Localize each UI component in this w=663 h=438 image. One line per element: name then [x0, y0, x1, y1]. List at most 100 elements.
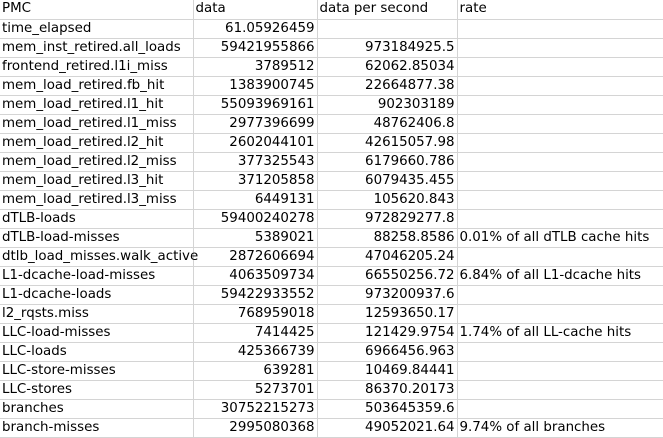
cell-rate[interactable] — [457, 209, 663, 229]
cell-data[interactable]: 5389021 — [193, 228, 318, 248]
cell-data-per-second[interactable]: 48762406.8 — [317, 114, 458, 134]
cell-data[interactable]: 3789512 — [193, 57, 318, 77]
cell-pmc[interactable]: L1-dcache-load-misses — [0, 266, 194, 286]
cell-data[interactable]: 768959018 — [193, 304, 318, 324]
cell-rate[interactable]: 0.01% of all dTLB cache hits — [457, 228, 663, 248]
cell-pmc[interactable]: mem_load_retired.l2_miss — [0, 152, 194, 172]
cell-data-per-second[interactable]: 503645359.6 — [317, 399, 458, 419]
cell-pmc[interactable]: mem_load_retired.l2_hit — [0, 133, 194, 153]
cell-data-per-second[interactable]: 47046205.24 — [317, 247, 458, 267]
cell-data-per-second[interactable]: 105620.843 — [317, 190, 458, 210]
cell-pmc[interactable]: mem_load_retired.l3_hit — [0, 171, 194, 191]
cell-pmc[interactable]: branches — [0, 399, 194, 419]
cell-data[interactable]: 377325543 — [193, 152, 318, 172]
header-cell-pmc[interactable]: PMC — [0, 0, 194, 20]
cell-data-per-second[interactable]: 973200937.6 — [317, 285, 458, 305]
cell-pmc[interactable]: branch-misses — [0, 418, 194, 438]
cell-rate[interactable]: 6.84% of all L1-dcache hits — [457, 266, 663, 286]
table-row: LLC-store-misses 639281 10469.84441 — [0, 361, 663, 381]
cell-data[interactable]: 59421955866 — [193, 38, 318, 58]
cell-data[interactable]: 4063509734 — [193, 266, 318, 286]
cell-pmc[interactable]: mem_load_retired.l3_miss — [0, 190, 194, 210]
cell-data[interactable]: 2872606694 — [193, 247, 318, 267]
cell-data[interactable]: 30752215273 — [193, 399, 318, 419]
cell-data-per-second[interactable] — [317, 19, 458, 39]
cell-rate[interactable] — [457, 304, 663, 324]
cell-data-per-second[interactable]: 12593650.17 — [317, 304, 458, 324]
cell-rate[interactable] — [457, 57, 663, 77]
cell-data[interactable]: 59422933552 — [193, 285, 318, 305]
cell-rate[interactable] — [457, 19, 663, 39]
cell-data[interactable]: 5273701 — [193, 380, 318, 400]
cell-rate[interactable]: 9.74% of all branches — [457, 418, 663, 438]
cell-rate[interactable] — [457, 342, 663, 362]
cell-rate[interactable] — [457, 95, 663, 115]
cell-data[interactable]: 59400240278 — [193, 209, 318, 229]
cell-data[interactable]: 639281 — [193, 361, 318, 381]
cell-data[interactable]: 7414425 — [193, 323, 318, 343]
cell-rate[interactable]: 1.74% of all LL-cache hits — [457, 323, 663, 343]
cell-pmc[interactable]: frontend_retired.l1i_miss — [0, 57, 194, 77]
cell-pmc[interactable]: L1-dcache-loads — [0, 285, 194, 305]
table-row: branches 30752215273 503645359.6 — [0, 399, 663, 419]
cell-rate[interactable] — [457, 399, 663, 419]
cell-data-per-second[interactable]: 66550256.72 — [317, 266, 458, 286]
cell-pmc[interactable]: LLC-store-misses — [0, 361, 194, 381]
cell-rate[interactable] — [457, 285, 663, 305]
table-row: LLC-loads 425366739 6966456.963 — [0, 342, 663, 362]
cell-data[interactable]: 2602044101 — [193, 133, 318, 153]
cell-rate[interactable] — [457, 171, 663, 191]
cell-pmc[interactable]: LLC-loads — [0, 342, 194, 362]
cell-rate[interactable] — [457, 190, 663, 210]
cell-pmc[interactable]: mem_load_retired.l1_hit — [0, 95, 194, 115]
cell-rate[interactable] — [457, 114, 663, 134]
cell-pmc[interactable]: mem_inst_retired.all_loads — [0, 38, 194, 58]
cell-data-per-second[interactable]: 972829277.8 — [317, 209, 458, 229]
cell-data-per-second[interactable]: 6179660.786 — [317, 152, 458, 172]
cell-data[interactable]: 2995080368 — [193, 418, 318, 438]
cell-data-per-second[interactable]: 6966456.963 — [317, 342, 458, 362]
cell-pmc[interactable]: dtlb_load_misses.walk_active — [0, 247, 198, 267]
cell-pmc[interactable]: mem_load_retired.l1_miss — [0, 114, 194, 134]
cell-data[interactable]: 6449131 — [193, 190, 318, 210]
cell-pmc[interactable]: mem_load_retired.fb_hit — [0, 76, 194, 96]
cell-data[interactable]: 371205858 — [193, 171, 318, 191]
cell-pmc[interactable]: LLC-load-misses — [0, 323, 194, 343]
cell-pmc[interactable]: LLC-stores — [0, 380, 194, 400]
cell-data-per-second[interactable]: 86370.20173 — [317, 380, 458, 400]
cell-rate[interactable] — [457, 133, 663, 153]
cell-pmc[interactable]: dTLB-load-misses — [0, 228, 194, 248]
cell-data-per-second[interactable]: 88258.8586 — [317, 228, 458, 248]
cell-pmc[interactable]: l2_rqsts.miss — [0, 304, 194, 324]
cell-rate[interactable] — [457, 380, 663, 400]
cell-data-per-second[interactable]: 62062.85034 — [317, 57, 458, 77]
cell-data[interactable]: 425366739 — [193, 342, 318, 362]
header-cell-data-per-second[interactable]: data per second — [317, 0, 458, 20]
cell-pmc[interactable]: time_elapsed — [0, 19, 194, 39]
cell-rate[interactable] — [457, 38, 663, 58]
table-row: mem_load_retired.l3_miss 6449131 105620.84… — [0, 190, 663, 210]
table-row: mem_load_retired.l2_hit 2602044101 4261505… — [0, 133, 663, 153]
header-cell-rate[interactable]: rate — [457, 0, 663, 20]
cell-data-per-second[interactable]: 973184925.5 — [317, 38, 458, 58]
cell-data-per-second[interactable]: 121429.9754 — [317, 323, 458, 343]
cell-data[interactable]: 61.05926459 — [193, 19, 318, 39]
cell-data-per-second[interactable]: 42615057.98 — [317, 133, 458, 153]
cell-rate[interactable] — [457, 152, 663, 172]
cell-data-per-second[interactable]: 6079435.455 — [317, 171, 458, 191]
cell-rate[interactable] — [457, 76, 663, 96]
table-row: mem_inst_retired.all_loads 59421955866 973… — [0, 38, 663, 58]
header-cell-data[interactable]: data — [193, 0, 318, 20]
cell-pmc[interactable]: dTLB-loads — [0, 209, 194, 229]
cell-data[interactable]: 2977396699 — [193, 114, 318, 134]
cell-data[interactable]: 55093969161 — [193, 95, 318, 115]
cell-data-per-second[interactable]: 49052021.64 — [317, 418, 458, 438]
table-row: frontend_retired.l1i_miss 3789512 62062.85… — [0, 57, 663, 77]
cell-data-per-second[interactable]: 10469.84441 — [317, 361, 458, 381]
cell-data-per-second[interactable]: 22664877.38 — [317, 76, 458, 96]
cell-rate[interactable] — [457, 361, 663, 381]
cell-data[interactable]: 1383900745 — [193, 76, 318, 96]
cell-data-per-second[interactable]: 902303189 — [317, 95, 458, 115]
cell-rate[interactable] — [457, 247, 663, 267]
